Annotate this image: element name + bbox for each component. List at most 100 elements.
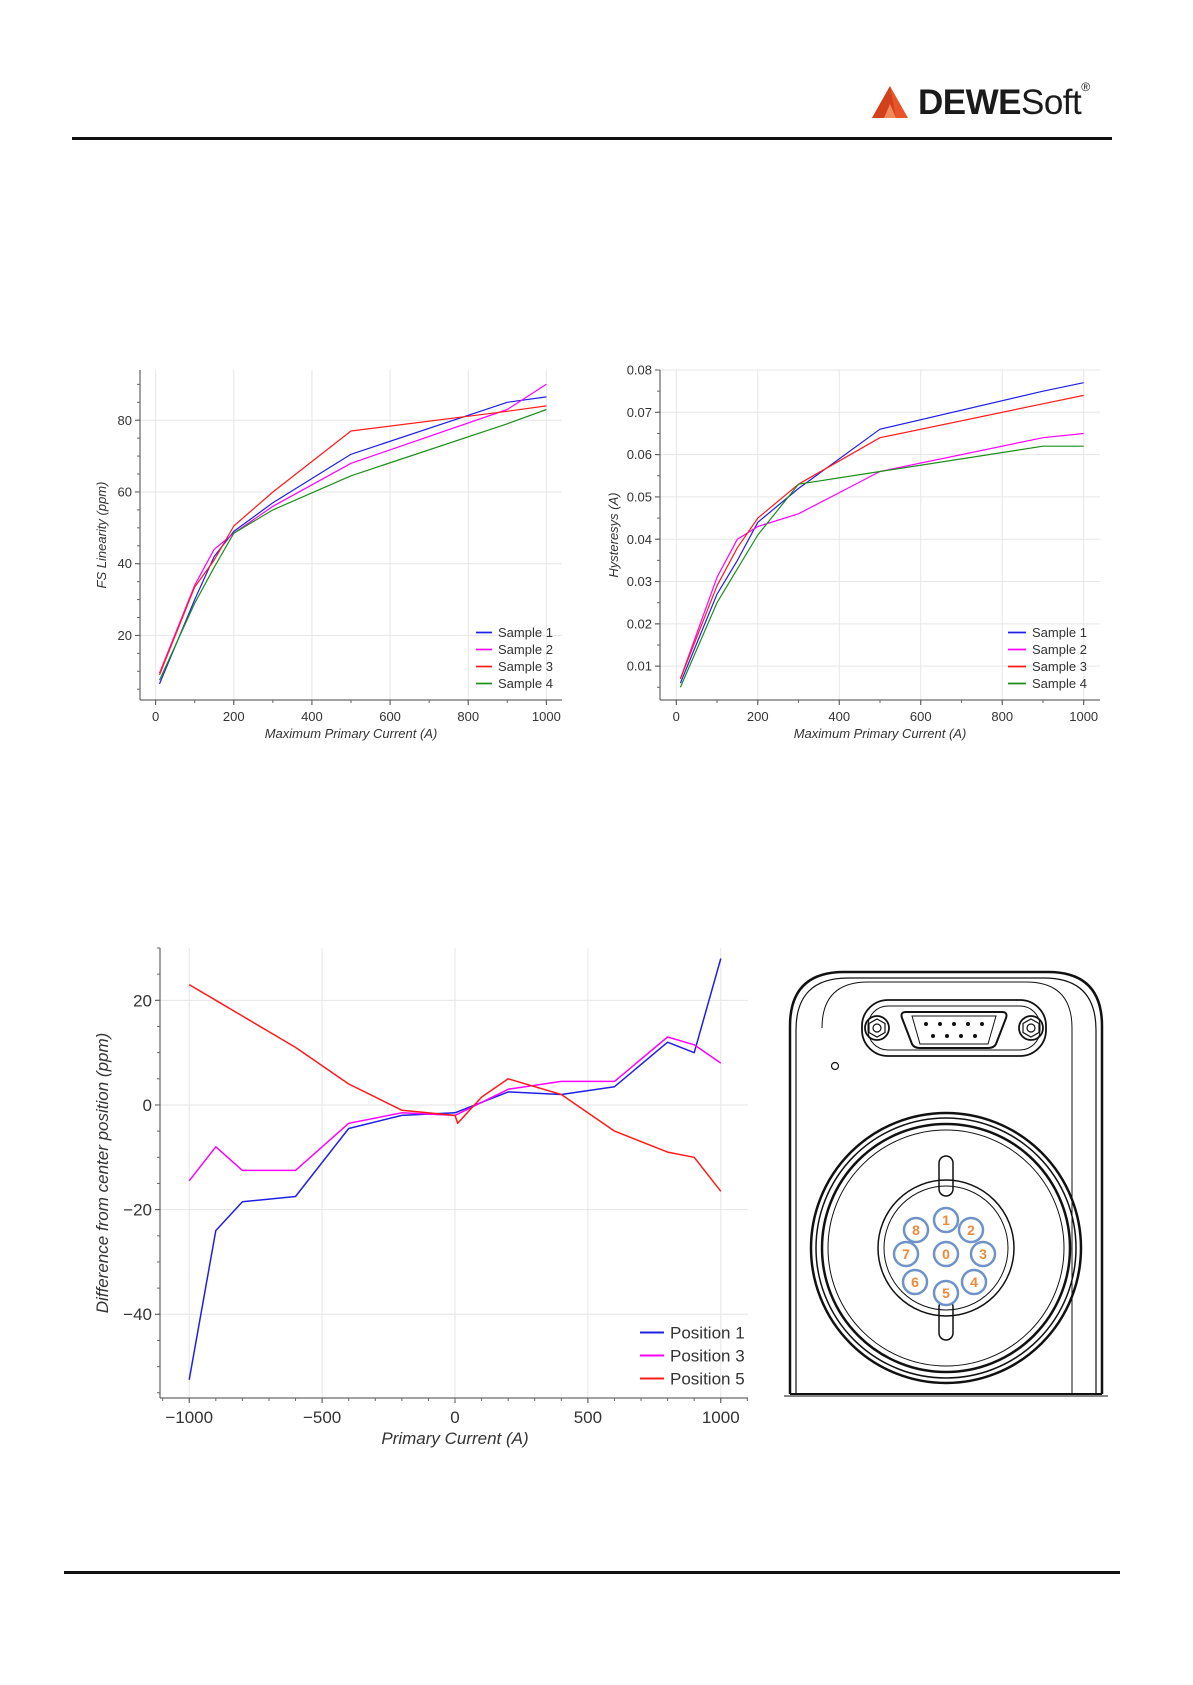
- x-tick-label: 600: [910, 709, 932, 724]
- position-label: 5: [942, 1285, 950, 1301]
- y-tick-label: 0: [143, 1096, 152, 1115]
- y-tick-label: 0.07: [627, 405, 652, 420]
- legend-entry: Position 5: [670, 1369, 745, 1388]
- position-label: 3: [979, 1246, 987, 1262]
- position-marker-7: 7: [892, 1240, 920, 1268]
- series-line-1: [679, 382, 1084, 684]
- x-tick-label: 200: [223, 709, 245, 724]
- x-axis-label: Maximum Primary Current (A): [265, 726, 438, 741]
- series-line-2: [158, 383, 547, 674]
- position-circle: [960, 1268, 988, 1296]
- series-line-4: [679, 445, 1084, 688]
- position-circle: [901, 1268, 929, 1296]
- x-axis-label: Primary Current (A): [381, 1429, 528, 1448]
- x-tick-label: 1000: [1069, 709, 1098, 724]
- position-marker-3: 3: [969, 1240, 997, 1268]
- logo-registered-mark: ®: [1081, 79, 1090, 94]
- series-line-1: [158, 396, 547, 685]
- y-tick-label: −20: [123, 1201, 152, 1220]
- y-tick-label: 0.01: [627, 659, 652, 674]
- position-circle: [902, 1216, 930, 1244]
- dsub-connector: [861, 999, 1047, 1057]
- position-marker-5: 5: [932, 1279, 960, 1307]
- plot-area: [660, 370, 1100, 700]
- dewesoft-logo: DEWESoft®: [870, 80, 1110, 124]
- y-tick-label: −40: [123, 1305, 152, 1324]
- series-line-3: [158, 405, 547, 676]
- logo-text-regular: Soft: [1021, 82, 1082, 122]
- position-label: 2: [967, 1222, 975, 1238]
- x-tick-label: 0: [152, 709, 159, 724]
- mounting-hole: [830, 1061, 840, 1071]
- position-circle: [957, 1216, 985, 1244]
- series-line-1: [188, 958, 722, 1380]
- position-circle: [932, 1279, 960, 1307]
- x-tick-label: 600: [379, 709, 401, 724]
- legend-entry: Position 3: [670, 1346, 745, 1365]
- x-axis-label: Maximum Primary Current (A): [794, 726, 967, 741]
- chart-fs-linearity: 0 200 400 600 800 1000 20 40 60 80 Maximum Primary…: [94, 370, 562, 741]
- y-tick-label: 0.06: [627, 447, 652, 462]
- legend-entry: Sample 1: [498, 625, 553, 640]
- legend-entry: Sample 2: [498, 642, 553, 657]
- x-tick-label: 400: [301, 709, 323, 724]
- position-label: 0: [942, 1246, 950, 1262]
- y-tick-label: 0.05: [627, 489, 652, 504]
- position-circle: [969, 1240, 997, 1268]
- legend-entry: Position 1: [670, 1323, 745, 1342]
- legend-entry: Sample 4: [498, 676, 553, 691]
- plot-area: [140, 370, 562, 700]
- x-tick-label: 1000: [532, 709, 561, 724]
- position-marker-6: 6: [901, 1268, 929, 1296]
- legend: Sample 1 Sample 2 Sample 3 Sample 4: [476, 625, 553, 691]
- y-axis-label: FS Linearity (ppm): [94, 482, 109, 589]
- position-marker-2: 2: [957, 1216, 985, 1244]
- y-tick-label: 40: [118, 556, 132, 571]
- position-marker-0: 0: [932, 1240, 960, 1268]
- y-tick-label: 0.08: [627, 363, 652, 378]
- x-tick-label: 0: [673, 709, 680, 724]
- y-tick-label: 80: [118, 413, 132, 428]
- y-tick-label: 20: [133, 991, 152, 1010]
- x-tick-label: 1000: [702, 1408, 740, 1427]
- position-circle: [892, 1240, 920, 1268]
- position-label: 6: [911, 1274, 919, 1290]
- position-label: 1: [942, 1212, 950, 1228]
- logo-wordmark: DEWESoft®: [918, 81, 1090, 122]
- x-tick-label: 500: [574, 1408, 602, 1427]
- grid: [660, 369, 1100, 700]
- position-label: 7: [902, 1246, 910, 1262]
- x-tick-label: 800: [457, 709, 479, 724]
- legend-entry: Sample 1: [1032, 625, 1087, 640]
- chart-position-difference: −1000 −500 0 500 1000 −40 −20 0 20 Primary Curren…: [93, 947, 748, 1448]
- y-axis-label: Hysteresys (A): [606, 492, 621, 577]
- legend-entry: Sample 3: [1032, 659, 1087, 674]
- x-tick-label: 400: [828, 709, 850, 724]
- series-line-2: [679, 432, 1084, 680]
- chart-hysteresys: 0 200 400 600 800 1000 0.01 0.02 0.03 0.04 0.05 0.0…: [606, 363, 1100, 741]
- x-tick-label: −500: [303, 1408, 341, 1427]
- logo-triangle-icon: [872, 86, 908, 118]
- position-circle: [932, 1206, 960, 1234]
- y-tick-label: 20: [118, 628, 132, 643]
- position-label: 4: [970, 1274, 978, 1290]
- position-marker-1: 1: [932, 1206, 960, 1234]
- y-tick-label: 0.04: [627, 532, 652, 547]
- x-tick-label: 200: [747, 709, 769, 724]
- measurement-positions: 1 234 5 67 8 0: [892, 1206, 997, 1307]
- series-line-3: [188, 983, 722, 1192]
- x-tick-label: −1000: [165, 1408, 213, 1427]
- series-line-3: [679, 394, 1084, 680]
- y-tick-label: 0.03: [627, 574, 652, 589]
- legend: Position 1 Position 3 Position 5: [640, 1323, 745, 1388]
- y-tick-label: 60: [118, 485, 132, 500]
- y-axis-label: Difference from center position (ppm): [93, 1033, 112, 1314]
- footer-rule: [64, 1571, 1120, 1574]
- x-tick-label: 800: [991, 709, 1013, 724]
- plot-area: [160, 948, 748, 1398]
- position-marker-8: 8: [902, 1216, 930, 1244]
- legend-entry: Sample 3: [498, 659, 553, 674]
- logo-text-bold: DEWE: [918, 82, 1022, 122]
- grid: [160, 948, 748, 1398]
- device-body: [784, 970, 1108, 1397]
